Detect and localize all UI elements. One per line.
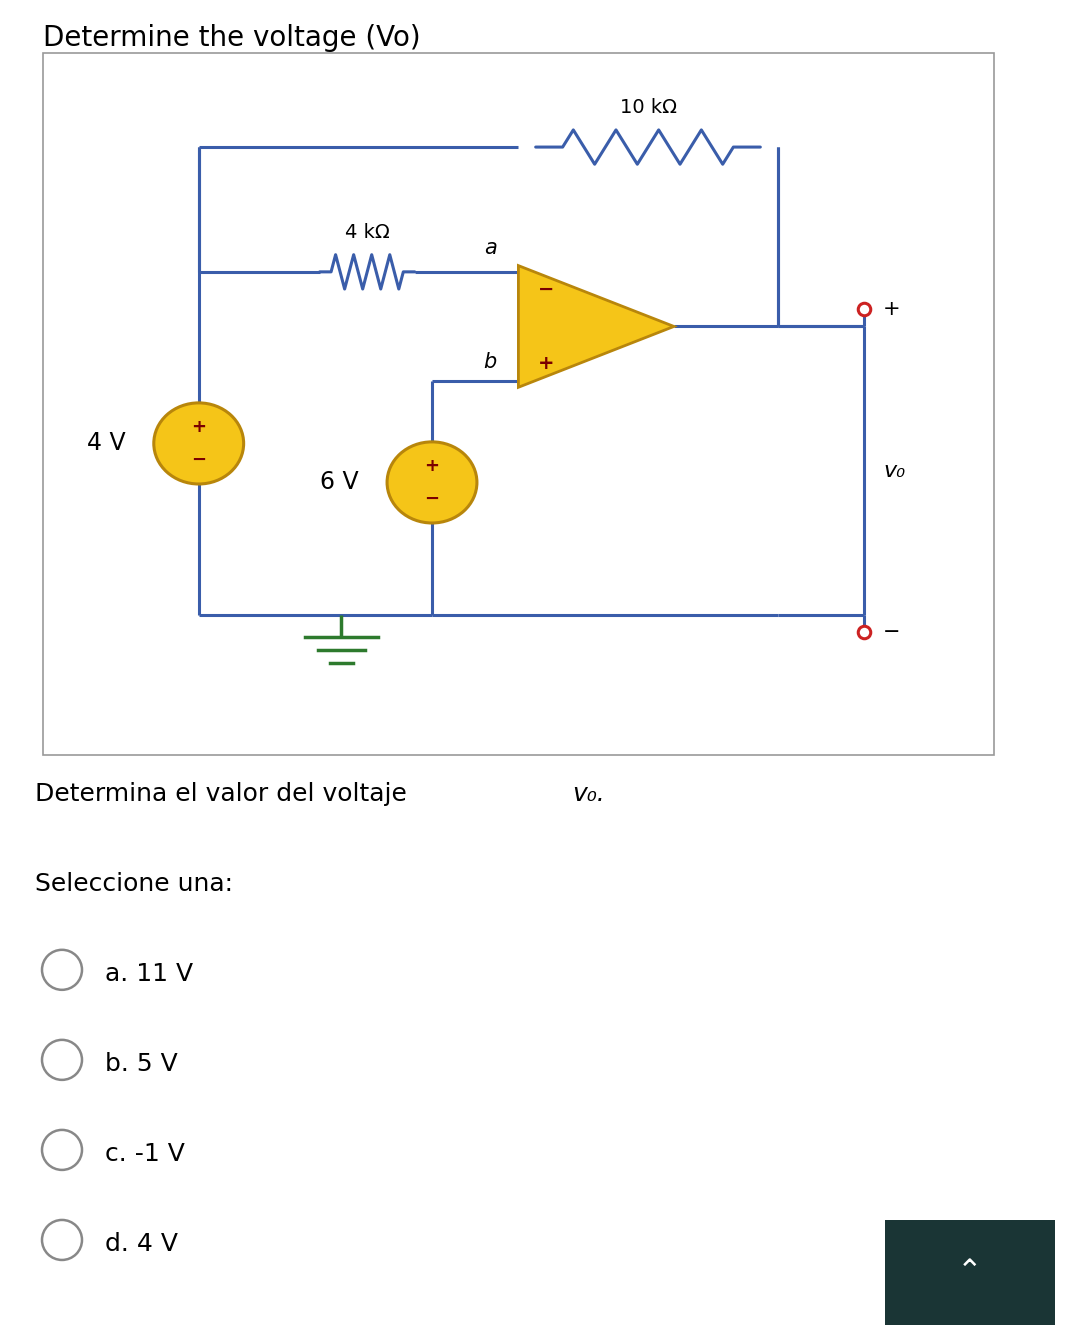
Circle shape (42, 1040, 82, 1080)
Text: +: + (191, 418, 206, 436)
Text: +: + (883, 299, 901, 320)
Text: ⌃: ⌃ (957, 1258, 983, 1286)
Text: d. 4 V: d. 4 V (105, 1231, 178, 1255)
Text: v₀.: v₀. (572, 782, 605, 806)
Text: b: b (484, 352, 497, 372)
Text: 6 V: 6 V (320, 471, 359, 495)
Text: −: − (883, 622, 901, 642)
Circle shape (387, 441, 477, 523)
Text: 4 kΩ: 4 kΩ (345, 223, 390, 242)
Text: a. 11 V: a. 11 V (105, 961, 193, 985)
Circle shape (153, 402, 244, 484)
Text: −: − (424, 489, 440, 508)
Polygon shape (518, 266, 674, 388)
Text: c. -1 V: c. -1 V (105, 1142, 185, 1166)
Text: +: + (538, 354, 554, 373)
FancyBboxPatch shape (43, 53, 994, 755)
Text: 10 kΩ: 10 kΩ (620, 99, 676, 118)
Text: Seleccione una:: Seleccione una: (35, 872, 233, 896)
Circle shape (42, 1130, 82, 1170)
Text: b. 5 V: b. 5 V (105, 1052, 178, 1076)
Text: +: + (424, 457, 440, 475)
Circle shape (42, 949, 82, 989)
Text: −: − (538, 279, 554, 298)
Text: Determine the voltage (Vo): Determine the voltage (Vo) (43, 24, 421, 52)
FancyBboxPatch shape (885, 1219, 1055, 1325)
Circle shape (42, 1219, 82, 1259)
Text: 4 V: 4 V (86, 432, 125, 456)
Text: Determina el valor del voltaje: Determina el valor del voltaje (35, 782, 415, 806)
Text: a: a (484, 238, 497, 258)
Text: v₀: v₀ (883, 461, 905, 481)
Text: −: − (191, 451, 206, 469)
